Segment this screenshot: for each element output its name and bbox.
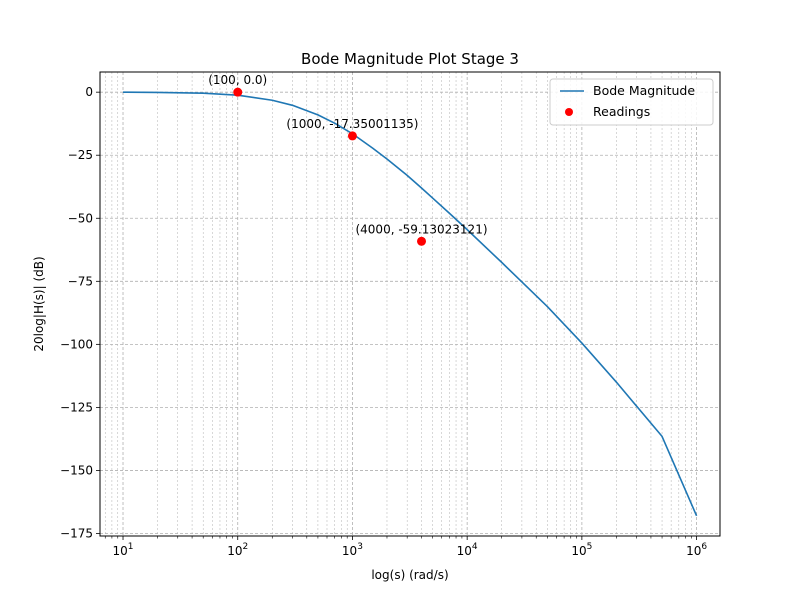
y-axis: 0 −25 −50 −75 −100 −125 −150 −175 [60, 85, 100, 540]
legend-marker-swatch [565, 108, 573, 116]
reading-annotation: (100, 0.0) [208, 73, 267, 87]
y-tick-label: −100 [60, 337, 93, 351]
y-tick-label: −25 [68, 148, 93, 162]
legend-box [549, 78, 714, 126]
x-tick-label: 106 [686, 542, 707, 558]
annotations: (100, 0.0) (1000, -17.35001135) (4000, -59… [208, 73, 487, 236]
reading-point [233, 87, 243, 97]
grid [100, 72, 720, 536]
bode-magnitude-line [123, 91, 698, 517]
y-tick-label: −50 [68, 211, 93, 225]
x-axis-title: log(s) (rad/s) [371, 568, 448, 582]
x-tick-label: 101 [113, 542, 134, 558]
legend-label-readings: Readings [593, 104, 650, 119]
x-tick-label: 103 [342, 542, 363, 558]
chart-title: Bode Magnitude Plot Stage 3 [301, 50, 519, 68]
y-tick-label: 0 [85, 85, 93, 99]
x-axis: 101 102 103 104 105 106 [104, 536, 707, 558]
y-tick-label: −150 [60, 463, 93, 477]
y-tick-label: −75 [68, 274, 93, 288]
legend-label-bode-magnitude: Bode Magnitude [593, 83, 695, 98]
reading-point [347, 131, 357, 141]
reading-annotation: (1000, -17.35001135) [286, 117, 418, 131]
y-axis-title: 20log|H(s)| (dB) [32, 256, 46, 351]
plot-area [123, 87, 698, 517]
x-tick-label: 104 [457, 542, 478, 558]
plot-frame [99, 71, 721, 537]
reading-annotation: (4000, -59.13023121) [355, 222, 487, 236]
legend: Bode Magnitude Readings [549, 78, 714, 126]
y-tick-label: −125 [60, 400, 93, 414]
reading-point [417, 236, 427, 246]
x-tick-label: 105 [571, 542, 592, 558]
y-tick-label: −175 [60, 526, 93, 540]
x-tick-label: 102 [227, 542, 248, 558]
